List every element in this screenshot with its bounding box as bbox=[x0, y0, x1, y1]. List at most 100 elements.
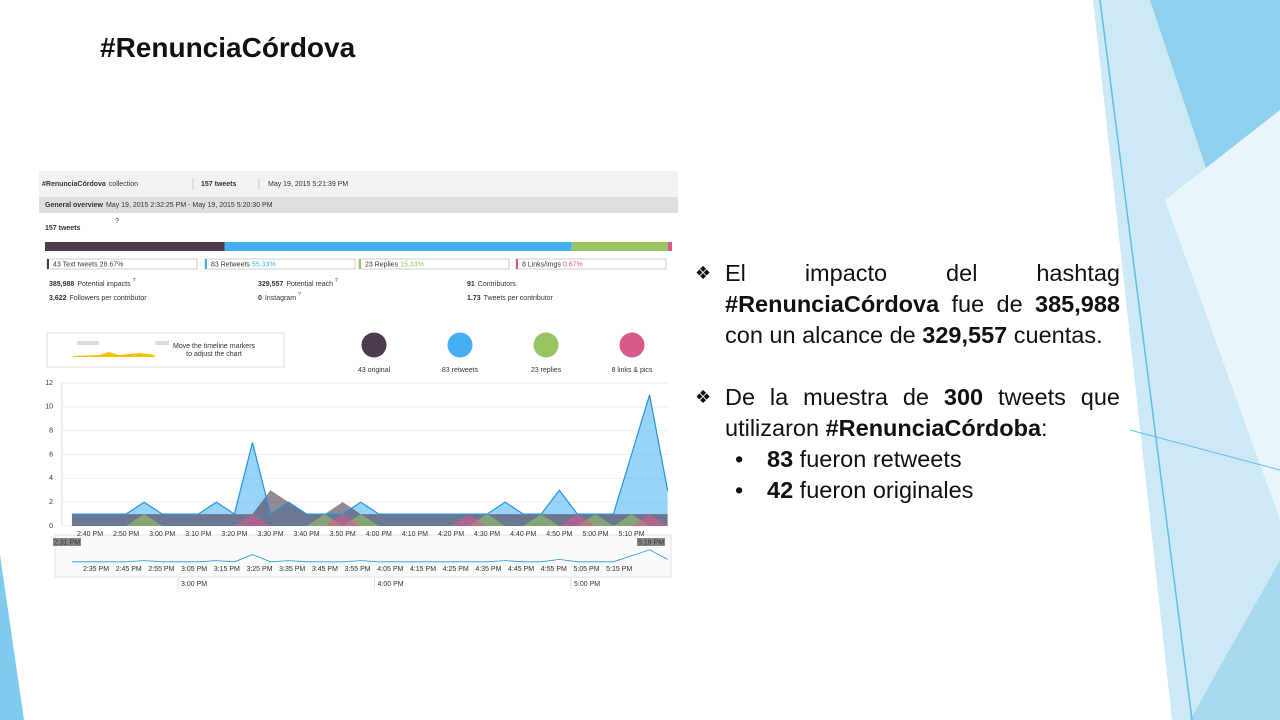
circle-label: 83 retweets bbox=[442, 367, 479, 374]
x-tick-label: 3:40 PM bbox=[294, 531, 320, 538]
metric-value: 385,988 bbox=[49, 281, 74, 288]
metric-value: 3,622 bbox=[49, 295, 67, 302]
hint-box bbox=[46, 332, 285, 368]
breakdown-segment bbox=[45, 242, 225, 251]
metric: 385,988 Potential impacts? bbox=[49, 278, 136, 288]
help-mark: ? bbox=[133, 278, 136, 284]
header-date: May 19, 2015 5:21:39 PM bbox=[268, 181, 348, 188]
x-tick-label: 5:00 PM bbox=[582, 531, 608, 538]
bullet-text: De la muestra de bbox=[725, 384, 944, 410]
metric-value: 329,557 bbox=[258, 281, 283, 288]
metric-value: 1.73 bbox=[467, 295, 481, 302]
sub-bullet-text: 42 bbox=[767, 477, 794, 503]
navigator-tick: 3:55 PM bbox=[345, 566, 371, 573]
navigator-tick: 3:05 PM bbox=[181, 566, 207, 573]
x-tick-label: 3:50 PM bbox=[330, 531, 356, 538]
tweet-count: 157 tweets bbox=[201, 181, 237, 188]
bullet-text: #RenunciaCórdova bbox=[725, 291, 940, 317]
bullet-text: tweets que utilizaron bbox=[725, 384, 1120, 441]
bullet-text: fue de bbox=[939, 291, 1036, 317]
help-mark: ? bbox=[335, 278, 338, 284]
legend-text: 83 Retweets 55.33% bbox=[211, 261, 276, 268]
deco-line bbox=[1129, 429, 1280, 471]
navigator-tick: 5:15 PM bbox=[606, 566, 632, 573]
bullet-text: #RenunciaCórdoba bbox=[825, 415, 1042, 441]
navigator-box bbox=[54, 534, 672, 578]
navigator-major-label: 4:00 PM bbox=[378, 581, 404, 588]
x-tick-label: 2:50 PM bbox=[113, 531, 139, 538]
x-tick-label: 4:50 PM bbox=[546, 531, 572, 538]
help-mark: ? bbox=[115, 218, 119, 225]
header-bar bbox=[39, 171, 678, 197]
hint-graphic bbox=[155, 341, 169, 345]
deco-line bbox=[1099, 0, 1193, 720]
y-tick-label: 4 bbox=[49, 475, 53, 482]
metric-label: Potential reach bbox=[286, 281, 333, 288]
metric: 0 Instagram? bbox=[258, 292, 301, 302]
navigator-tick: 4:05 PM bbox=[377, 566, 403, 573]
hint-graphic bbox=[73, 352, 155, 357]
navigator-tick: 3:35 PM bbox=[279, 566, 305, 573]
collection-suffix: collection bbox=[109, 181, 138, 188]
breakdown-segment bbox=[224, 242, 572, 251]
sub-bullet: 83 fueron retweets bbox=[695, 444, 1120, 475]
navigator-tick: 3:25 PM bbox=[246, 566, 272, 573]
y-tick-label: 0 bbox=[49, 523, 53, 530]
x-tick-label: 3:20 PM bbox=[221, 531, 247, 538]
x-tick-label: 3:10 PM bbox=[185, 531, 211, 538]
legend-count: 8 Links/imgs bbox=[522, 261, 561, 268]
bullet-text: El impacto del hashtag bbox=[725, 260, 1120, 286]
overview-label: General overview bbox=[45, 202, 104, 209]
x-tick-label: 4:20 PM bbox=[438, 531, 464, 538]
type-circle bbox=[533, 332, 559, 358]
navigator-tick: 2:55 PM bbox=[148, 566, 174, 573]
y-tick-label: 6 bbox=[49, 451, 53, 458]
deco-band bbox=[0, 555, 24, 720]
circle-label: 8 links & pics bbox=[612, 367, 653, 374]
marker-tag bbox=[637, 538, 665, 546]
type-circle bbox=[619, 332, 645, 358]
metric-value: 91 bbox=[467, 281, 475, 288]
navigator-line bbox=[71, 549, 668, 563]
navigator-tick: 2:45 PM bbox=[116, 566, 142, 573]
legend-count: 23 Replies bbox=[365, 261, 399, 268]
breakdown-segment bbox=[571, 242, 668, 251]
dashboard-screenshot: #RenunciaCórdova collection 157 tweets May … bbox=[39, 171, 678, 591]
legend-percent: 28.67% bbox=[100, 261, 124, 268]
sub-bullet-text: 83 bbox=[767, 446, 794, 472]
hint-text: to adjust the chart bbox=[186, 351, 242, 358]
help-mark: ? bbox=[298, 292, 301, 298]
sub-bullet-text: fueron originales bbox=[793, 477, 974, 503]
navigator-tick: 2:35 PM bbox=[83, 566, 109, 573]
navigator-tick: 4:25 PM bbox=[443, 566, 469, 573]
navigator-tick: 4:45 PM bbox=[508, 566, 534, 573]
bullet-text: 300 bbox=[943, 384, 984, 410]
bullet-text: 329,557 bbox=[922, 322, 1008, 348]
y-tick-label: 10 bbox=[45, 404, 53, 411]
header-text: #RenunciaCórdova collection bbox=[42, 181, 138, 188]
area bbox=[71, 514, 668, 526]
circle-label: 43 original bbox=[358, 367, 391, 374]
navigator-tick: 4:15 PM bbox=[410, 566, 436, 573]
marker-label: 2:31 PM bbox=[54, 539, 80, 546]
legend-swatch bbox=[205, 259, 207, 269]
bullet-text: con un alcance de bbox=[725, 322, 923, 348]
hint-text: Move the timeline markers bbox=[173, 343, 256, 350]
legend-percent: 55.33% bbox=[252, 261, 276, 268]
bullet-list: El impacto del hashtag #RenunciaCórdova … bbox=[695, 258, 1120, 537]
navigator-tick: 3:45 PM bbox=[312, 566, 338, 573]
total-tweets: 157 tweets bbox=[45, 225, 81, 232]
x-tick-label: 3:00 PM bbox=[149, 531, 175, 538]
legend-text: 43 Text tweets 28.67% bbox=[53, 261, 123, 268]
metric: 1.73 Tweets per contributor bbox=[467, 295, 554, 302]
type-circle bbox=[447, 332, 473, 358]
metric-label: Contributors bbox=[478, 281, 517, 288]
legend-percent: 15.33% bbox=[400, 261, 424, 268]
navigator-tick: 3:15 PM bbox=[214, 566, 240, 573]
metric-label: Potential impacts bbox=[77, 281, 131, 288]
type-circle bbox=[361, 332, 387, 358]
metric-label: Instagram bbox=[265, 295, 296, 302]
overview-range: May 19, 2015 2:32:25 PM - May 19, 2015 5… bbox=[106, 202, 273, 209]
deco-band bbox=[1190, 560, 1280, 720]
